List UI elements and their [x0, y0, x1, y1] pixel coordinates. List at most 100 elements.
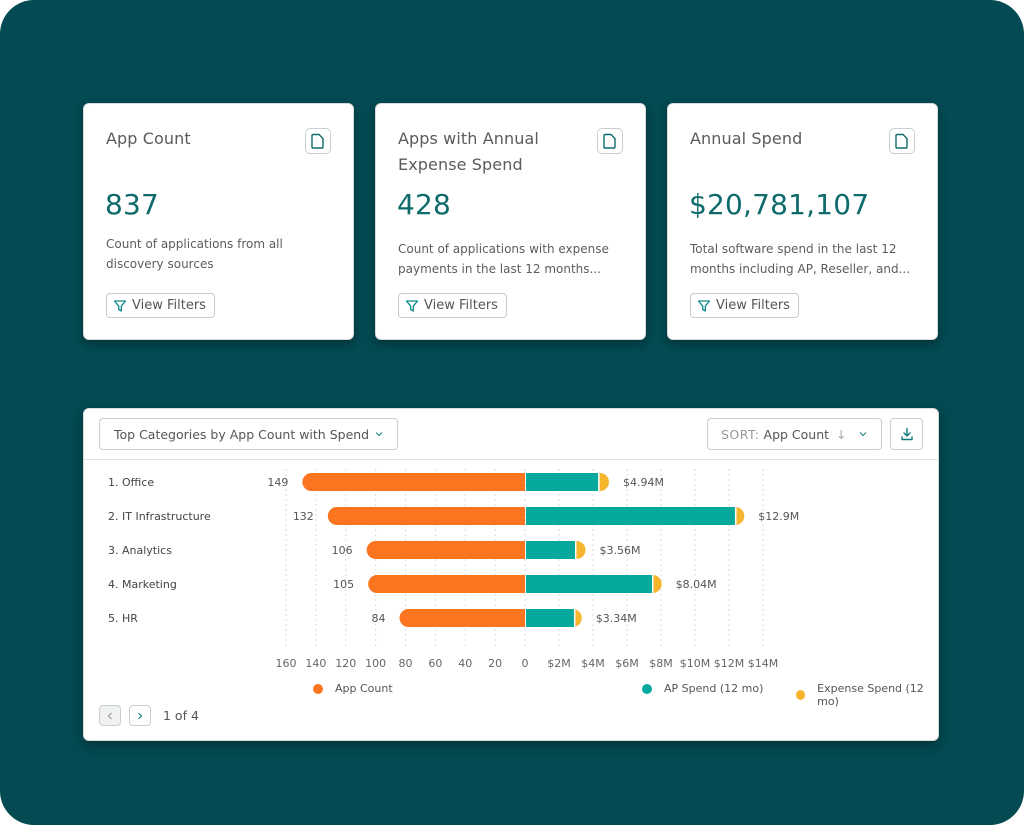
- spend-total-label: $3.56M: [600, 544, 641, 557]
- expense-spend-bar: [599, 473, 609, 491]
- legend-dot-icon: [642, 683, 652, 694]
- ap-spend-bar: [526, 541, 575, 559]
- app-count-label: 84: [372, 612, 386, 625]
- panel-header: Top Categories by App Count with Spend S…: [84, 409, 938, 460]
- spend-total-label: $12.9M: [758, 510, 799, 523]
- category-label: 3. Analytics: [108, 544, 172, 557]
- app-count-bar: [366, 541, 525, 559]
- filter-icon: [113, 299, 127, 312]
- x-tick-label-right: $2M: [547, 657, 571, 670]
- view-filters-label: View Filters: [716, 298, 790, 313]
- chevron-down-icon: [859, 432, 867, 437]
- prev-page-button[interactable]: [99, 705, 121, 726]
- download-icon: [900, 427, 913, 441]
- card-value: 837: [105, 188, 160, 221]
- app-count-bar: [368, 575, 525, 593]
- card-description: Count of applications with expense payme…: [398, 242, 609, 276]
- legend-label: AP Spend (12 mo): [664, 682, 764, 695]
- view-filters-button[interactable]: View Filters: [690, 293, 799, 318]
- kpi-card-annual-spend: Annual Spend $20,781,107 Total software …: [667, 103, 938, 340]
- sort-dropdown[interactable]: SORT: App Count ↓: [707, 418, 882, 450]
- legend-label: App Count: [335, 682, 393, 695]
- sort-value: App Count: [763, 426, 830, 442]
- app-count-bar: [302, 473, 525, 491]
- x-tick-label-left: 100: [365, 657, 386, 670]
- chevron-down-icon: [375, 432, 383, 437]
- x-tick-label-left: 120: [335, 657, 356, 670]
- card-value: $20,781,107: [689, 188, 870, 221]
- x-tick-label-left: 80: [399, 657, 413, 670]
- expense-spend-bar: [652, 575, 662, 593]
- app-count-label: 132: [293, 510, 314, 523]
- app-count-label: 105: [333, 578, 354, 591]
- x-tick-label-left: 140: [305, 657, 326, 670]
- expense-spend-bar: [576, 541, 586, 559]
- category-label: 4. Marketing: [108, 578, 177, 591]
- x-tick-label-right: $12M: [714, 657, 745, 670]
- filter-icon: [697, 299, 711, 312]
- view-select-dropdown[interactable]: Top Categories by App Count with Spend: [99, 418, 398, 450]
- x-tick-label-right: $6M: [615, 657, 639, 670]
- view-select-value: Top Categories by App Count with Spend: [114, 426, 370, 442]
- view-filters-button[interactable]: View Filters: [106, 293, 215, 318]
- x-tick-label-right: $10M: [680, 657, 711, 670]
- ap-spend-bar: [526, 473, 599, 491]
- document-icon: [895, 133, 908, 149]
- kpi-card-apps-expense-spend: Apps with Annual Expense Spend 428 Count…: [375, 103, 646, 340]
- top-categories-panel: Top Categories by App Count with Spend S…: [83, 408, 939, 741]
- document-icon: [311, 133, 324, 149]
- spend-total-label: $4.94M: [623, 476, 664, 489]
- legend-dot-icon: [796, 690, 806, 700]
- x-tick-label-left: 60: [428, 657, 442, 670]
- category-label: 2. IT Infrastructure: [108, 510, 211, 523]
- card-value: 428: [397, 188, 452, 221]
- x-tick-label-left: 0: [522, 657, 529, 670]
- pagination: 1 of 4: [99, 705, 199, 726]
- view-filters-button[interactable]: View Filters: [398, 293, 507, 318]
- export-button[interactable]: [889, 128, 915, 154]
- app-count-bar: [327, 507, 525, 525]
- ap-spend-bar: [526, 507, 735, 525]
- app-count-bar: [399, 609, 525, 627]
- x-tick-label-left: 40: [458, 657, 472, 670]
- chevron-left-icon: [107, 712, 112, 719]
- next-page-button[interactable]: [129, 705, 151, 726]
- expense-spend-bar: [572, 609, 582, 627]
- legend-dot-icon: [313, 683, 323, 694]
- view-filters-label: View Filters: [424, 298, 498, 313]
- diverging-bar-chart: 160 140 120 100 80 60 40 20 0 $2M $4M $6M $8M $10M $12…: [108, 469, 799, 670]
- ap-spend-bar: [526, 609, 574, 627]
- expense-spend-bar: [735, 507, 745, 525]
- app-count-label: 149: [267, 476, 288, 489]
- category-label: 1. Office: [108, 476, 154, 489]
- chevron-right-icon: [138, 712, 143, 719]
- legend-app-count[interactable]: App Count: [313, 682, 393, 695]
- card-title: App Count: [106, 129, 191, 148]
- x-tick-label-right: $4M: [581, 657, 605, 670]
- sort-key-label: SORT:: [721, 426, 760, 442]
- card-title: Apps with Annual Expense Spend: [398, 129, 539, 174]
- x-tick-label-right: $14M: [748, 657, 779, 670]
- document-icon: [603, 133, 616, 149]
- spend-total-label: $8.04M: [676, 578, 717, 591]
- legend-expense-spend[interactable]: Expense Spend (12 mo): [796, 682, 938, 708]
- spend-total-label: $3.34M: [596, 612, 637, 625]
- card-title: Annual Spend: [690, 129, 803, 148]
- arrow-down-icon: ↓: [836, 426, 847, 442]
- card-description: Total software spend in the last 12 mont…: [690, 242, 911, 276]
- view-filters-label: View Filters: [132, 298, 206, 313]
- filter-icon: [405, 299, 419, 312]
- legend-label: Expense Spend (12 mo): [817, 682, 924, 708]
- x-tick-label-left: 160: [276, 657, 297, 670]
- x-tick-label-left: 20: [488, 657, 502, 670]
- export-button[interactable]: [305, 128, 331, 154]
- ap-spend-bar: [526, 575, 652, 593]
- category-label: 5. HR: [108, 612, 138, 625]
- download-button[interactable]: [890, 418, 923, 450]
- card-description: Count of applications from all discovery…: [106, 237, 283, 271]
- export-button[interactable]: [597, 128, 623, 154]
- x-tick-label-right: $8M: [649, 657, 673, 670]
- kpi-card-app-count: App Count 837 Count of applications from…: [83, 103, 354, 340]
- legend-ap-spend[interactable]: AP Spend (12 mo): [642, 682, 763, 695]
- app-count-label: 106: [332, 544, 353, 557]
